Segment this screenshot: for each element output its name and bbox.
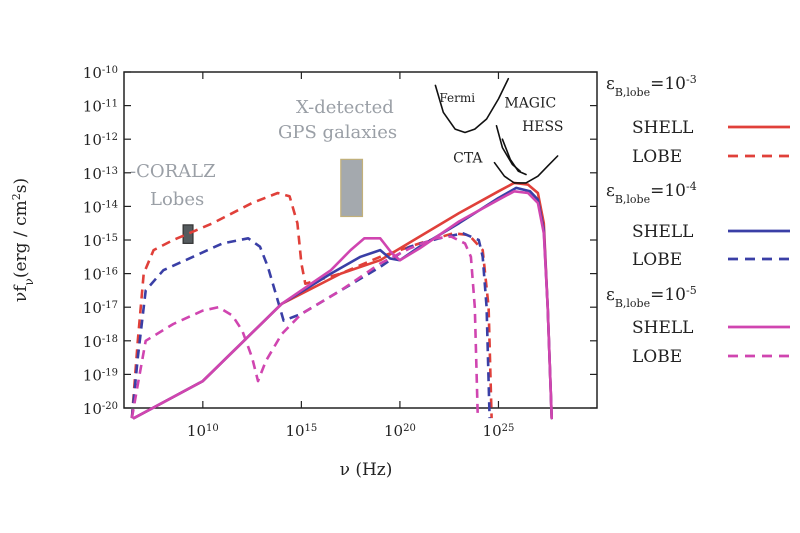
x-tick-base: 10 (483, 422, 502, 440)
y-tick-exp: -13 (102, 165, 118, 176)
annotation-magic: MAGIC (504, 95, 556, 111)
x-tick-label: 1015 (285, 422, 317, 440)
sensitivity-curve-9 (493, 155, 559, 184)
sensitivity-curve-6 (434, 77, 510, 134)
y-tick-label: 10-11 (83, 98, 118, 116)
y-tick-label: 10-20 (83, 400, 118, 418)
x-tick-exp: 25 (502, 423, 515, 434)
y-tick-base: 10 (83, 366, 102, 384)
x-tick-exp: 10 (206, 423, 219, 434)
y-tick-label: 10-17 (83, 299, 118, 317)
y-tick-label: 10-13 (83, 165, 118, 183)
legend-head-sub: B,lobe (615, 86, 650, 99)
y-tick-exp: -20 (102, 401, 118, 412)
y-tick-base: 10 (83, 64, 102, 82)
legend-head-eq: =10 (650, 285, 686, 305)
y-axis-title-unit-sup: 2 (10, 193, 23, 200)
y-tick-base: 10 (83, 98, 102, 116)
y-tick-label: 10-12 (83, 131, 118, 149)
x-tick-label: 1020 (384, 422, 416, 440)
x-tick-exp: 15 (305, 423, 318, 434)
y-tick-label: 10-18 (83, 333, 118, 351)
y-tick-exp: -18 (102, 333, 118, 344)
sensitivity-curve-8 (501, 138, 527, 176)
annotation-hess: HESS (522, 119, 563, 135)
x-tick-label: 1010 (187, 422, 219, 440)
legend-label: SHELL (632, 118, 693, 138)
legend-head-eq: =10 (650, 74, 686, 94)
legend-head-exp: -5 (686, 284, 697, 297)
legend-head-epsilon: ε (606, 285, 615, 305)
legend-group-title: εB,lobe=10-3 (606, 73, 697, 99)
y-tick-exp: -10 (102, 65, 118, 76)
gps-galaxies-label: GPS galaxies (278, 122, 397, 143)
y-axis-title-main: νf (11, 284, 31, 302)
series-shell-4 (132, 190, 553, 420)
legend-group-title: εB,lobe=10-4 (606, 180, 697, 206)
legend-head-eq: =10 (650, 181, 686, 201)
series-layer (130, 77, 559, 420)
y-tick-exp: -17 (102, 300, 118, 311)
y-tick-label: 10-19 (83, 366, 118, 384)
legend-head-sub: B,lobe (615, 297, 650, 310)
x-detected-label: X-detected (296, 97, 394, 118)
y-axis-title: νfν(erg / cm2s) (10, 178, 37, 302)
legend: εB,lobe=10-3εB,lobe=10-4εB,lobe=10-5SHEL… (606, 73, 790, 367)
lobes-label: Lobes (150, 189, 204, 210)
legend-label: SHELL (632, 222, 693, 242)
plot-area: -CORALZ Lobes X-detected GPS galaxies Fermi… (83, 64, 598, 440)
legend-label: LOBE (632, 347, 682, 367)
y-tick-label: 10-15 (83, 232, 118, 250)
y-axis-title-sub: ν (22, 278, 36, 285)
y-tick-base: 10 (83, 198, 102, 216)
legend-head-epsilon: ε (606, 74, 615, 94)
y-tick-label: 10-10 (83, 64, 118, 82)
y-tick-label: 10-14 (83, 198, 118, 216)
legend-head-epsilon: ε (606, 181, 615, 201)
annotation-cta: CTA (453, 151, 483, 167)
observation-box (182, 224, 194, 244)
annotation-fermi: Fermi (439, 91, 475, 105)
x-tick-exp: 20 (403, 423, 416, 434)
y-tick-exp: -11 (102, 98, 118, 109)
y-axis-title-unit-post: s) (11, 178, 31, 193)
series-lobe-5 (130, 235, 480, 419)
legend-group-title: εB,lobe=10-5 (606, 284, 697, 310)
y-tick-exp: -16 (102, 266, 118, 277)
legend-head-exp: -4 (686, 180, 697, 193)
x-axis-title: ν (Hz) (340, 460, 393, 480)
x-tick-base: 10 (285, 422, 304, 440)
coralz-label: -CORALZ (130, 161, 216, 182)
y-tick-exp: -15 (102, 233, 118, 244)
y-tick-exp: -14 (102, 199, 118, 210)
annotations-layer: Fermi MAGIC HESS CTA (439, 91, 563, 166)
y-tick-base: 10 (83, 299, 102, 317)
x-tick-base: 10 (384, 422, 403, 440)
observation-box (340, 158, 364, 218)
y-tick-base: 10 (83, 165, 102, 183)
y-tick-exp: -12 (102, 132, 118, 143)
x-tick-label: 1025 (483, 422, 515, 440)
boxes-layer: -CORALZ Lobes X-detected GPS galaxies (130, 97, 397, 244)
y-axis-title-unit-pre: (erg / cm (11, 200, 31, 278)
y-tick-base: 10 (83, 131, 102, 149)
legend-label: LOBE (632, 147, 682, 167)
x-tick-base: 10 (187, 422, 206, 440)
legend-head-exp: -3 (686, 73, 697, 86)
legend-head-sub: B,lobe (615, 193, 650, 206)
legend-label: LOBE (632, 250, 682, 270)
y-tick-label: 10-16 (83, 266, 118, 284)
y-tick-base: 10 (83, 333, 102, 351)
y-tick-base: 10 (83, 266, 102, 284)
y-tick-base: 10 (83, 232, 102, 250)
legend-label: SHELL (632, 318, 693, 338)
series-lobe-3 (130, 232, 491, 419)
ticks-layer: 10-1010-1110-1210-1310-1410-1510-1610-17… (83, 64, 597, 440)
y-tick-exp: -19 (102, 367, 118, 378)
y-tick-base: 10 (83, 400, 102, 418)
